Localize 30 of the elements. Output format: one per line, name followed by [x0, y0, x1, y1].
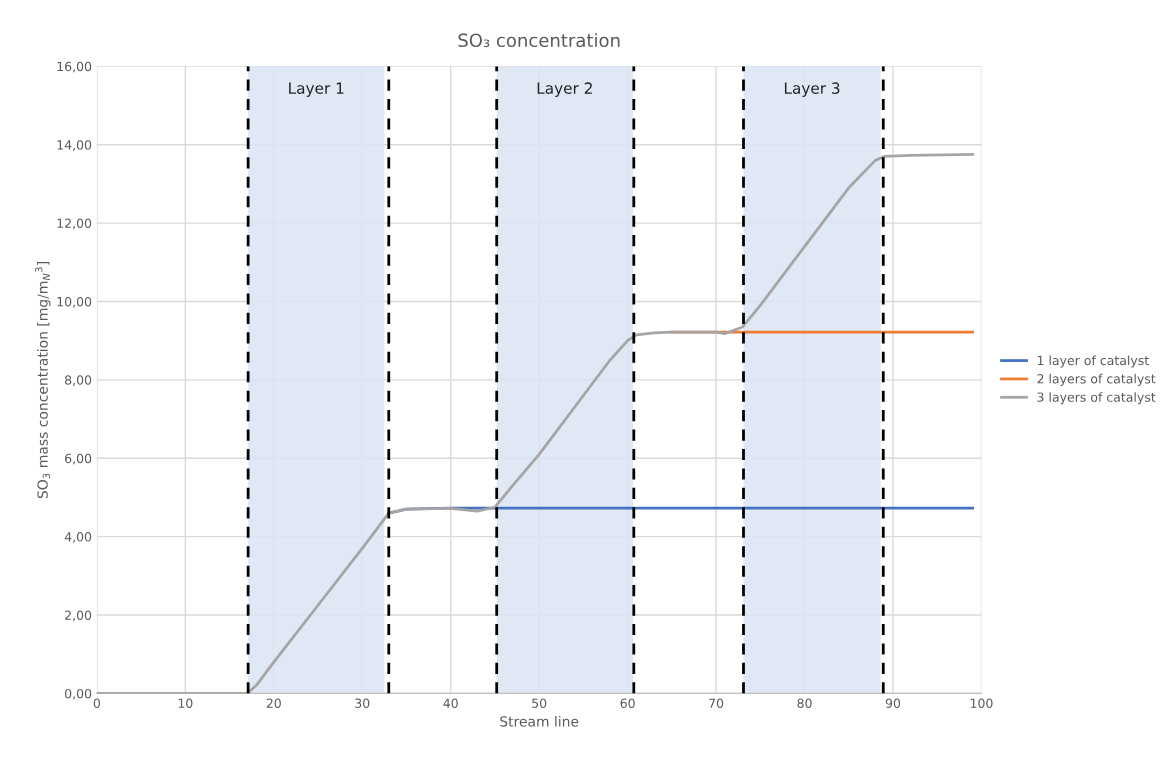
y-tick-label: 0,00 — [64, 688, 92, 700]
x-tick-label: 50 — [532, 698, 547, 708]
y-tick-label: 16,00 — [57, 61, 92, 73]
line-series — [96, 153, 974, 694]
x-tick-label: 80 — [797, 698, 812, 708]
x-tick-label: 40 — [443, 698, 458, 708]
y-axis-title: SO$_{3}$ mass concentration [mg/m$_{N}$$^{3}$] — [35, 261, 51, 499]
y-tick-label: 14,00 — [57, 140, 92, 151]
y-tick-label: 4,00 — [64, 532, 92, 543]
legend-label: 3 layers of catalyst — [1037, 392, 1156, 405]
y-tick-label: 12,00 — [57, 218, 92, 230]
x-tick-label: 60 — [620, 698, 635, 708]
legend-label: 1 layer of catalyst — [1037, 355, 1149, 368]
x-tick-label: 90 — [885, 698, 901, 708]
y-tick-label: 6,00 — [65, 453, 92, 465]
x-tick-label: 30 — [355, 698, 370, 708]
band-label: Layer 3 — [784, 82, 840, 97]
y-tick-label: 2,00 — [65, 610, 92, 622]
x-axis-title: Stream line — [500, 715, 579, 727]
x-tick-label: 100 — [970, 698, 993, 708]
y-tick-label: 8,00 — [65, 375, 92, 387]
y-tick-label: 10,00 — [57, 296, 92, 308]
band-label: Layer 1 — [289, 82, 344, 97]
band-label: Layer 2 — [537, 82, 592, 97]
legend-label: 2 layers of catalyst — [1037, 373, 1156, 386]
x-tick-label: 20 — [266, 698, 281, 708]
x-tick-label: 10 — [178, 698, 193, 708]
chart-title: SO₃ concentration — [458, 33, 620, 48]
x-tick-label: 70 — [709, 698, 724, 708]
x-tick-label: 0 — [93, 698, 101, 708]
